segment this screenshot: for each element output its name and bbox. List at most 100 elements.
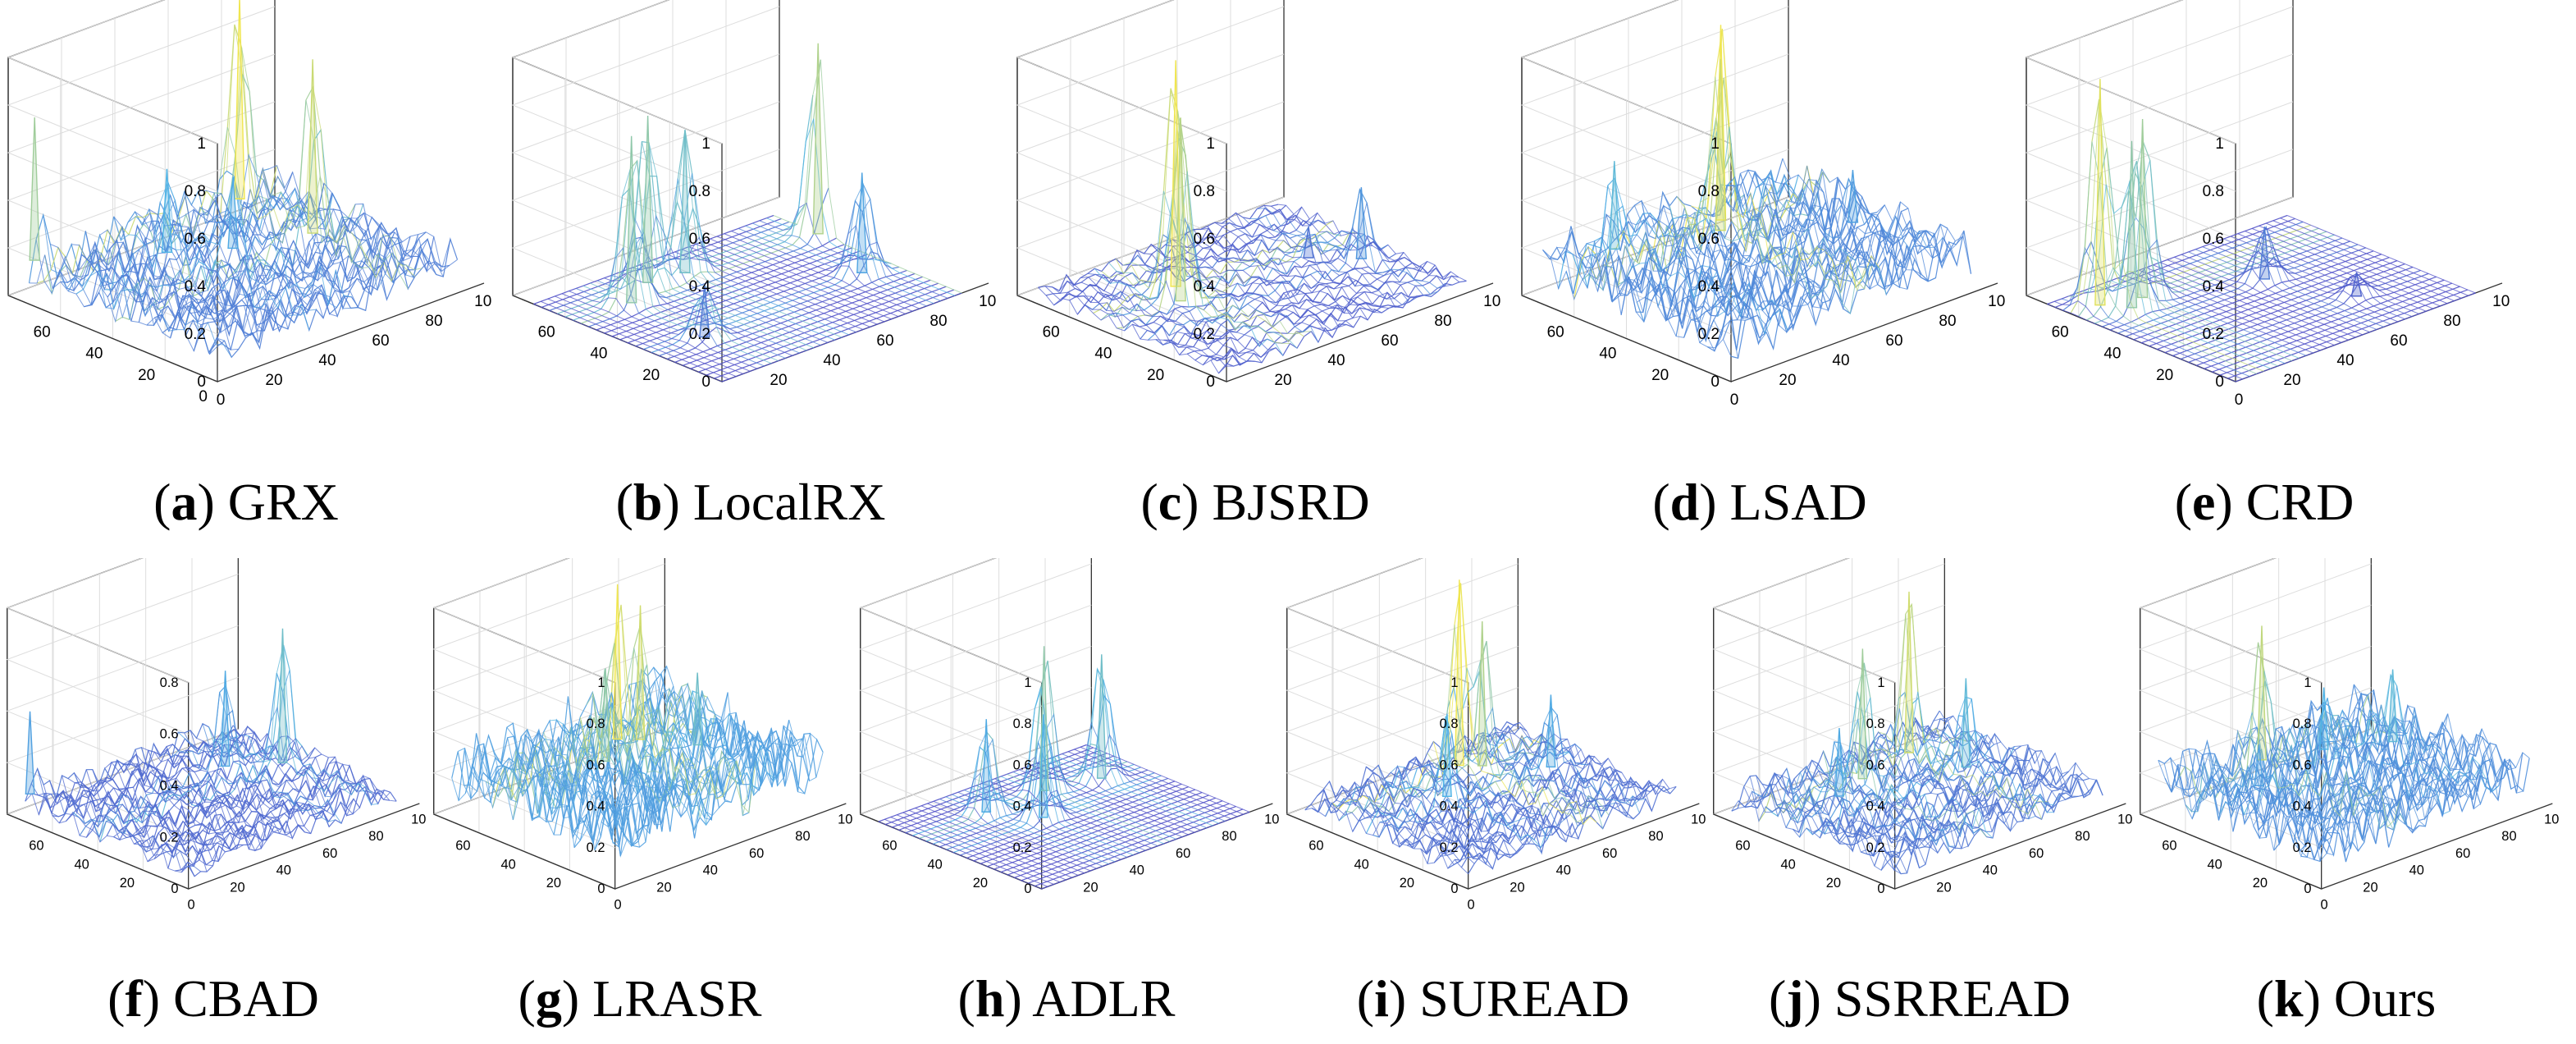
mesh-col-line [1207, 226, 1396, 307]
x-tick-label: 80 [929, 313, 947, 330]
caption-letter: i [1374, 969, 1389, 1028]
mesh-col-line [2251, 227, 2441, 307]
surface-peak [220, 671, 231, 767]
x-tick-label: 20 [230, 880, 244, 895]
mesh-col-line [1662, 192, 1852, 310]
x-tick-label: 20 [1936, 880, 1951, 895]
mesh-col-line [641, 669, 805, 794]
mesh-col-line [1733, 182, 1922, 276]
surface-peak [699, 284, 710, 338]
mesh-col-line [1414, 759, 1578, 840]
mesh-col-line [64, 248, 253, 337]
z-gridline [859, 687, 1092, 849]
caption-method: SUREAD [1419, 969, 1630, 1028]
x-tick-label: 60 [372, 332, 389, 350]
mesh-col-line [745, 182, 934, 304]
mesh-col-line [1829, 697, 1994, 839]
z-tick-label: 0.2 [2203, 326, 2224, 343]
mesh-col-line [2213, 763, 2377, 842]
x-tick-label: 80 [2501, 829, 2516, 844]
caption-paren: ( [957, 969, 975, 1028]
mesh-col-line [37, 768, 201, 872]
y-tick-label: 60 [538, 323, 555, 341]
caption-paren: ( [1652, 473, 1670, 531]
mesh-col-line [710, 238, 899, 318]
mesh-col-line [2310, 701, 2475, 802]
mesh-col-line [1249, 189, 1439, 295]
surface-peak [692, 672, 703, 746]
surface-peak [161, 168, 173, 254]
axes-wall [7, 558, 239, 815]
mesh-col-line [1025, 767, 1189, 836]
surface-peak [1857, 648, 1868, 780]
mesh-col-line [731, 231, 920, 309]
mesh-col-line [62, 775, 226, 863]
mesh-col-line [1902, 722, 2067, 809]
z-gridline [1016, 53, 1285, 240]
caption-a: (a) GRX [0, 472, 492, 533]
z-gridline [859, 563, 1092, 725]
z-gridline [511, 0, 723, 144]
surface-peak [1038, 714, 1048, 818]
mesh-col-line [1811, 762, 1975, 836]
x-tick-label: 20 [265, 372, 282, 389]
mesh-col-line [1761, 179, 1951, 269]
x-tick-label: 100 [2492, 293, 2510, 310]
mesh-col-line [738, 224, 927, 307]
mesh-col-line [2139, 269, 2328, 349]
y-tick-label: 40 [1599, 346, 1616, 363]
z-tick-label: 1 [197, 135, 206, 153]
axes-box [7, 0, 485, 382]
z-tick-label: 1 [1877, 675, 1884, 690]
x-tick-label: 60 [1381, 332, 1398, 350]
caption-letter: j [1786, 969, 1804, 1028]
z-tick-label: 0.6 [1194, 231, 1215, 248]
z-tick-label: 0.4 [1866, 799, 1885, 814]
surface-plot-d: 0 0.2 0.4 0.6 0.8 1 0 20 40 60 80 100 20 40 60 [1520, 0, 2006, 409]
z-tick-label: 0 [1710, 373, 1720, 391]
mesh-col-line [890, 817, 1054, 885]
z-tick-label: 0.2 [1440, 840, 1459, 855]
z-tick-label: 1 [2304, 675, 2311, 690]
z-tick-label: 0.6 [1440, 758, 1459, 772]
caption-paren: ) [1803, 969, 1834, 1028]
caption-paren: ( [518, 969, 536, 1028]
mesh-col-line [2188, 238, 2377, 330]
surface-peak [2350, 272, 2363, 297]
axes-box [1712, 558, 2126, 890]
caption-paren: ) [142, 969, 174, 1028]
x-tick-label: 80 [2075, 829, 2090, 844]
z-tick-label: 0.2 [587, 840, 605, 855]
axes-box [2139, 558, 2553, 890]
mesh-col-line [1073, 282, 1263, 364]
mesh-col-line [591, 625, 756, 814]
caption-b: (b) LocalRX [505, 472, 997, 533]
mesh-col-line [1052, 286, 1241, 364]
caption-letter: e [2192, 473, 2216, 531]
mesh-col-line [927, 803, 1091, 872]
z-gridline [1286, 563, 1519, 725]
mesh-col-line [1488, 731, 1652, 812]
mesh-col-line [1823, 662, 1987, 837]
z-tick-label: 0.2 [2293, 840, 2312, 855]
mesh-col-line [1044, 286, 1234, 367]
mesh-col-line [99, 229, 289, 332]
surface-peak [1847, 169, 1859, 223]
x-tick-label: 0 [1730, 392, 1739, 409]
mesh-col-line [1185, 232, 1375, 310]
x-tick-label: 20 [2363, 880, 2377, 895]
caption-letter: c [1158, 473, 1182, 531]
mesh-col-line [50, 243, 239, 350]
z-tick-label: 0.2 [689, 326, 710, 343]
mesh-col-line [1719, 176, 1908, 290]
mesh-col-line [1848, 749, 2012, 825]
mesh-col-line [933, 800, 1097, 869]
x-tick-label: 0 [614, 897, 622, 912]
mesh-col-line [2353, 684, 2518, 785]
caption-g: (g) LRASR [427, 968, 853, 1029]
mesh-col-line [184, 732, 348, 817]
mesh-col-line [540, 300, 729, 380]
mesh-col-line [1542, 250, 1732, 357]
mesh-col-line [2153, 264, 2342, 343]
z-tick-label: 0.8 [160, 675, 179, 690]
